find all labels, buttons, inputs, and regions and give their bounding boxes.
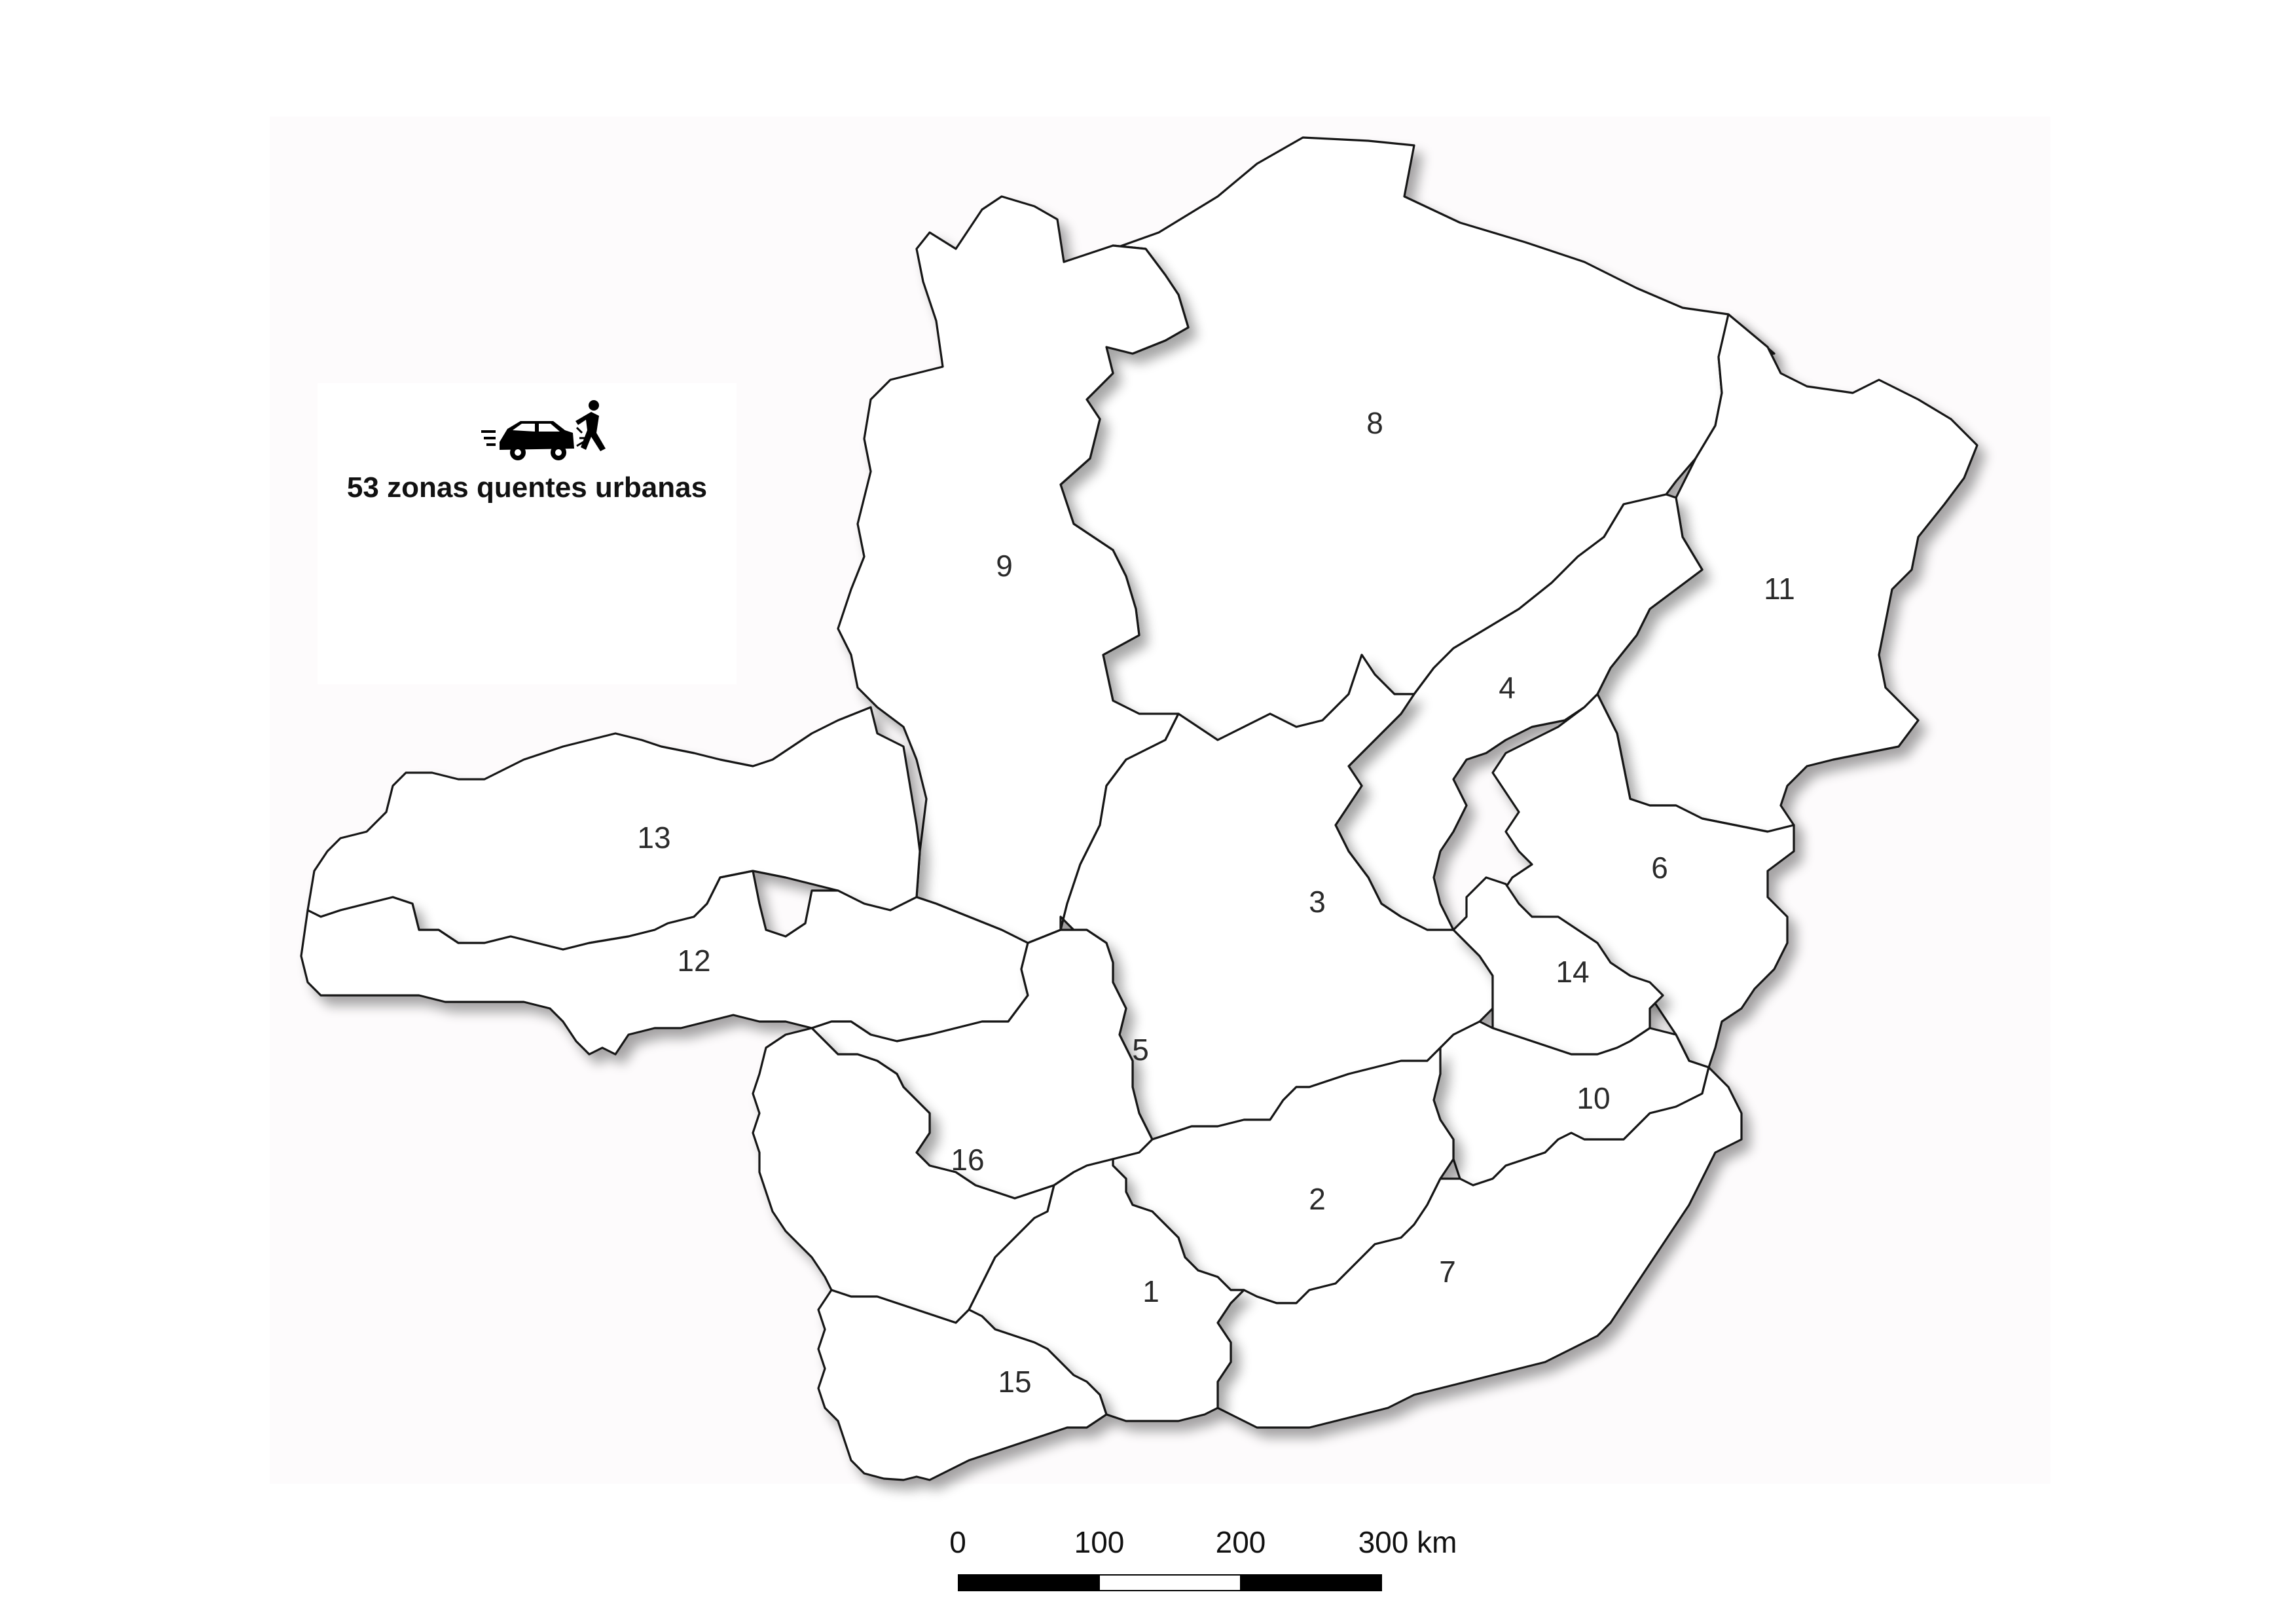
scale-bar (958, 1574, 1382, 1591)
scale-tick-300: 300 km (1358, 1525, 1457, 1559)
region-label-1: 1 (1142, 1274, 1159, 1308)
region-label-16: 16 (951, 1143, 984, 1177)
region-label-3: 3 (1309, 885, 1326, 919)
region-label-14: 14 (1556, 955, 1589, 989)
region-14[interactable] (1452, 876, 1664, 1056)
region-label-2: 2 (1309, 1182, 1326, 1216)
region-label-8: 8 (1366, 406, 1383, 440)
region-label-7: 7 (1439, 1255, 1456, 1289)
scale-tick-0: 0 (949, 1525, 966, 1559)
region-label-6: 6 (1651, 851, 1668, 885)
region-label-11: 11 (1764, 572, 1795, 606)
region-label-4: 4 (1499, 671, 1516, 705)
region-label-9: 9 (996, 549, 1013, 583)
region-label-13: 13 (637, 821, 670, 855)
legend: 53 zonas quentes urbanas (318, 383, 737, 684)
scale-segment-1 (959, 1576, 1100, 1590)
scale-segment-2 (1099, 1576, 1241, 1590)
region-15[interactable] (817, 1289, 1108, 1481)
car-pedestrian-accident-icon (481, 400, 606, 460)
region-label-12: 12 (677, 944, 710, 978)
region-7[interactable] (1216, 1066, 1743, 1429)
region-label-10: 10 (1576, 1081, 1610, 1115)
legend-label: 53 zonas quentes urbanas (346, 471, 708, 504)
region-label-15: 15 (998, 1365, 1031, 1399)
scale-segment-3 (1240, 1576, 1381, 1590)
region-label-5: 5 (1132, 1033, 1149, 1067)
scale-tick-200: 200 (1215, 1525, 1266, 1559)
scale-tick-100: 100 (1074, 1525, 1125, 1559)
